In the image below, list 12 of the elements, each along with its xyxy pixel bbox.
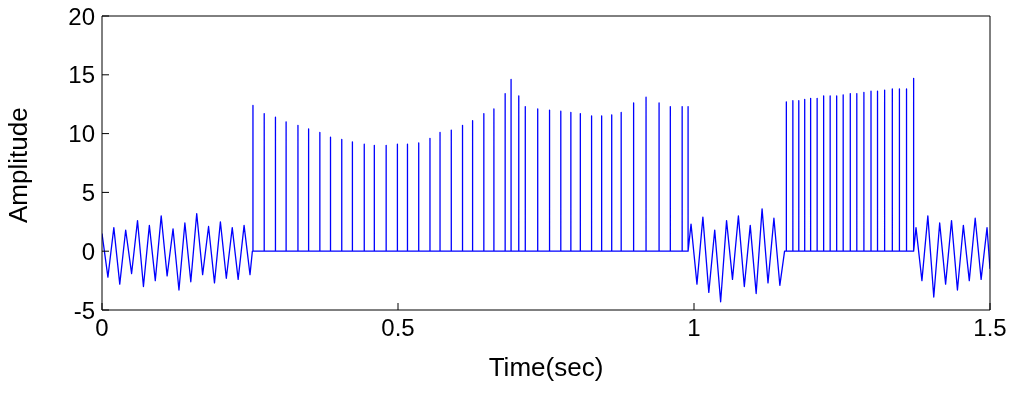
y-tick-label: 15 (68, 61, 95, 89)
x-tick-label: 1.5 (973, 314, 1007, 342)
x-axis-title: Time(sec) (488, 352, 604, 382)
y-tick-label: 5 (81, 178, 95, 206)
x-tick-label: 1 (687, 314, 701, 342)
y-tick-label: 10 (68, 120, 95, 148)
y-tick-label: 0 (81, 237, 95, 265)
line-series (102, 77, 990, 303)
y-axis-title: Amplitude (3, 107, 34, 223)
y-tick-label: 20 (68, 2, 95, 30)
x-tick-label: 0.5 (381, 314, 415, 342)
y-tick-label: -5 (73, 296, 95, 324)
